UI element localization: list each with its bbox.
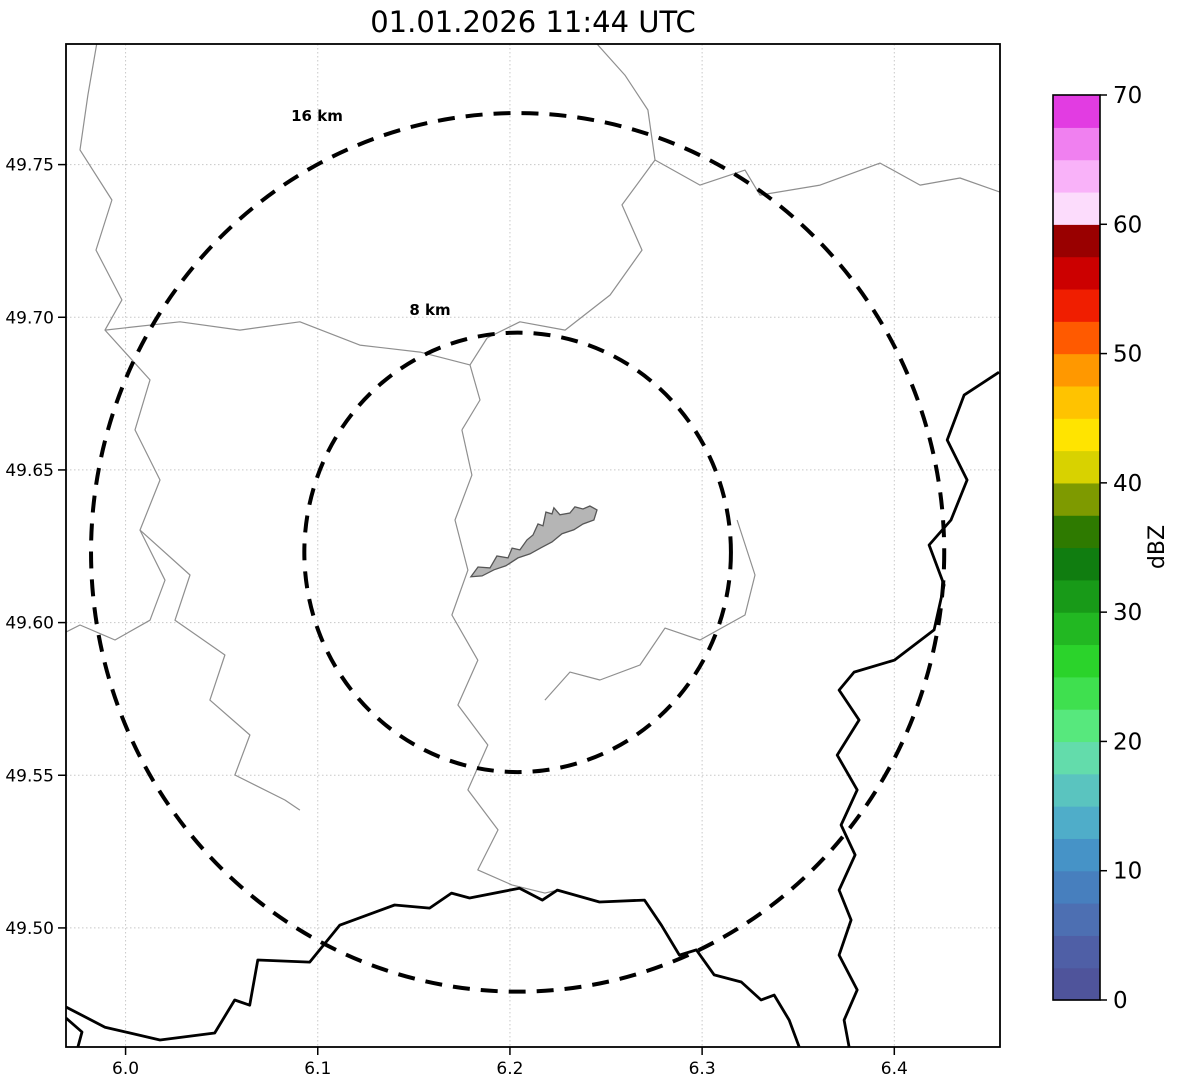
- boundary-line: [104, 321, 471, 366]
- x-tick-label: 6.2: [496, 1059, 523, 1079]
- boundary-line: [139, 529, 301, 811]
- range-ring-8km: [302, 330, 733, 775]
- colorbar-tick-label: 40: [1113, 471, 1142, 497]
- y-tick-label: 49.55: [5, 766, 54, 786]
- y-tick-label: 49.65: [5, 461, 54, 481]
- colorbar-segment: [1053, 547, 1100, 581]
- colorbar-segment: [1053, 191, 1100, 225]
- boundary-line: [451, 429, 559, 894]
- plot-frame: [65, 43, 1001, 1048]
- border-line: [835, 371, 1000, 1047]
- colorbar-tick-label: 50: [1113, 342, 1142, 368]
- colorbar-segment: [1053, 482, 1100, 516]
- x-tick-label: 6.4: [881, 1059, 908, 1079]
- border-line: [66, 886, 801, 1047]
- colorbar-frame: [1052, 94, 1101, 1001]
- colorbar-segment: [1053, 741, 1100, 775]
- colorbar-segment: [1053, 676, 1100, 710]
- colorbar-tick-label: 70: [1113, 83, 1142, 109]
- colorbar-tick-label: 20: [1113, 729, 1142, 755]
- colorbar-segment: [1053, 579, 1100, 613]
- colorbar-segment: [1053, 127, 1100, 161]
- colorbar-segment: [1053, 773, 1100, 807]
- x-tick-label: 6.0: [112, 1059, 139, 1079]
- colorbar-tick-label: 0: [1113, 988, 1128, 1014]
- range-ring-label-16km: 16 km: [291, 107, 343, 125]
- y-tick-label: 49.70: [5, 308, 54, 328]
- colorbar-segment: [1053, 515, 1100, 549]
- airport-shape: [469, 505, 598, 578]
- colorbar-segment: [1053, 256, 1100, 290]
- border-line: [66, 1016, 84, 1047]
- colorbar-segment: [1053, 709, 1100, 743]
- boundary-line: [66, 44, 166, 641]
- colorbar-segment: [1053, 450, 1100, 484]
- range-ring-16km: [89, 111, 947, 994]
- range-ring-label-8km: 8 km: [409, 301, 450, 319]
- x-tick-label: 6.3: [689, 1059, 716, 1079]
- colorbar-segment: [1053, 935, 1100, 969]
- colorbar-segment: [1053, 967, 1100, 1001]
- colorbar-segment: [1053, 353, 1100, 387]
- colorbar-segment: [1053, 224, 1100, 258]
- y-tick-label: 49.60: [5, 614, 54, 634]
- boundary-line: [654, 159, 1000, 196]
- colorbar-segment: [1053, 612, 1100, 646]
- colorbar-segment: [1053, 418, 1100, 452]
- colorbar-segment: [1053, 159, 1100, 193]
- colorbar-segment: [1053, 644, 1100, 678]
- figure-title: 01.01.2026 11:44 UTC: [370, 5, 696, 39]
- colorbar-tick-label: 30: [1113, 600, 1142, 626]
- colorbar-tick-label: 10: [1113, 859, 1142, 885]
- boundary-line: [544, 519, 756, 701]
- colorbar-segment: [1053, 288, 1100, 322]
- colorbar-segment: [1053, 903, 1100, 936]
- colorbar-segment: [1053, 385, 1100, 419]
- y-tick-label: 49.50: [5, 919, 54, 939]
- colorbar-segment: [1053, 321, 1100, 355]
- x-tick-label: 6.1: [304, 1059, 331, 1079]
- colorbar-segment: [1053, 95, 1100, 128]
- colorbar-segment: [1053, 838, 1100, 872]
- colorbar-tick-label: 60: [1113, 212, 1142, 238]
- boundary-line: [461, 44, 656, 431]
- y-tick-label: 49.75: [5, 156, 54, 176]
- colorbar-segment: [1053, 806, 1100, 839]
- colorbar-segment: [1053, 870, 1100, 904]
- map-layer: 16 km 8 km: [66, 44, 1000, 1047]
- colorbar-axis-label: dBZ: [1145, 525, 1170, 569]
